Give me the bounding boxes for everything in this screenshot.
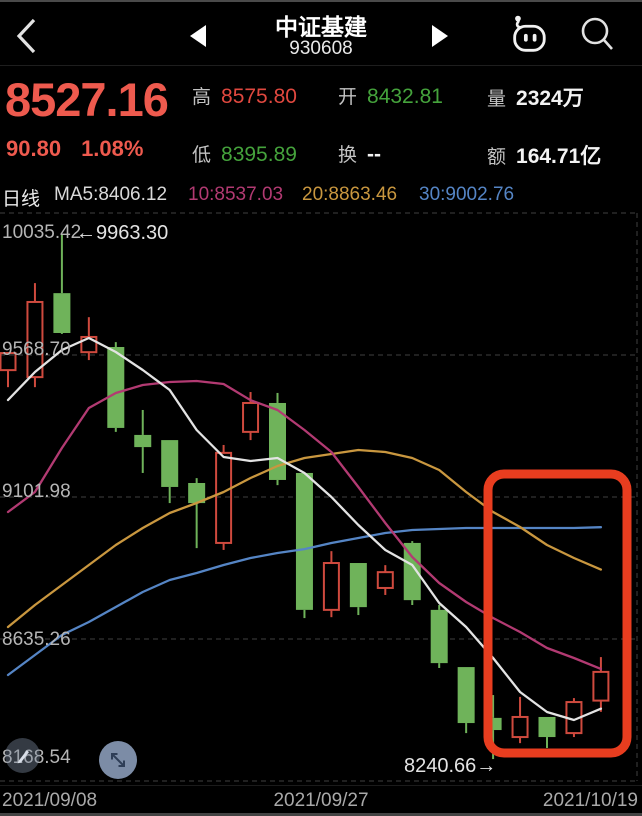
date-label-start: 2021/09/08 [2, 790, 98, 811]
stat-value: -- [367, 143, 382, 166]
y-axis-label: 10035.42 [2, 222, 82, 243]
stat-value: 2324万 [516, 87, 584, 110]
stat-open: 开 8432.81 [338, 82, 443, 108]
fullscreen-button[interactable] [99, 741, 137, 779]
y-axis-label: 8635.26 [2, 629, 71, 650]
back-icon[interactable] [12, 15, 42, 57]
stat-value: 8432.81 [367, 85, 443, 108]
prev-stock-icon[interactable] [190, 25, 206, 47]
y-axis-label: 9101.98 [2, 481, 71, 502]
price-change: 90.80 1.08% [6, 136, 163, 162]
stat-high: 高 8575.80 [192, 82, 297, 108]
top-divider [0, 0, 642, 2]
change-value: 90.80 [6, 136, 62, 161]
next-stock-icon[interactable] [432, 25, 448, 47]
page-title: 中证基建 [275, 14, 367, 40]
stat-volume: 量 2324万 [487, 82, 584, 110]
date-label-end: 2021/10/19 [542, 790, 638, 811]
stat-label: 低 [192, 145, 212, 166]
ma20-legend: 20:8863.46 [302, 184, 398, 205]
stat-label: 额 [487, 147, 507, 168]
high-annotation: ←9963.30 [76, 222, 169, 244]
ma10-legend: 10:8537.03 [188, 184, 284, 205]
stat-value: 164.71亿 [516, 145, 602, 168]
stat-amount: 额 164.71亿 [487, 140, 602, 168]
stock-code: 930608 [289, 38, 353, 59]
ma-legend-bar: 日线 MA5:8406.12 10:8537.03 20:8863.46 30:… [0, 184, 642, 210]
time-axis: 2021/09/08 2021/09/27 2021/10/19 [0, 785, 642, 813]
stat-label: 换 [338, 145, 358, 166]
draw-tool-button[interactable] [5, 738, 40, 773]
stat-label: 量 [487, 89, 507, 110]
period-label[interactable]: 日线 [2, 189, 41, 210]
candlestick-canvas [0, 212, 638, 782]
stat-label: 开 [338, 87, 358, 108]
date-label-middle: 2021/09/27 [273, 790, 369, 811]
low-annotation: 8240.66→ [404, 755, 497, 777]
robot-assistant-icon[interactable] [508, 12, 552, 58]
ma30-legend: 30:9002.76 [419, 184, 515, 205]
header-bar: 中证基建 930608 [0, 2, 642, 66]
stat-value: 8395.89 [221, 143, 297, 166]
ma5-legend: MA5:8406.12 [54, 184, 168, 205]
pen-icon [17, 750, 29, 764]
bottom-divider [0, 813, 642, 816]
stat-turnover: 换 -- [338, 140, 381, 166]
stat-label: 高 [192, 87, 212, 108]
search-icon[interactable] [578, 15, 618, 55]
stat-value: 8575.80 [221, 85, 297, 108]
kline-chart[interactable] [0, 212, 642, 786]
y-axis-label: 9568.70 [2, 339, 71, 360]
expand-arrows-icon [111, 753, 125, 767]
last-price: 8527.16 [5, 73, 169, 126]
stat-low: 低 8395.89 [192, 140, 297, 166]
change-percent: 1.08% [81, 136, 144, 161]
